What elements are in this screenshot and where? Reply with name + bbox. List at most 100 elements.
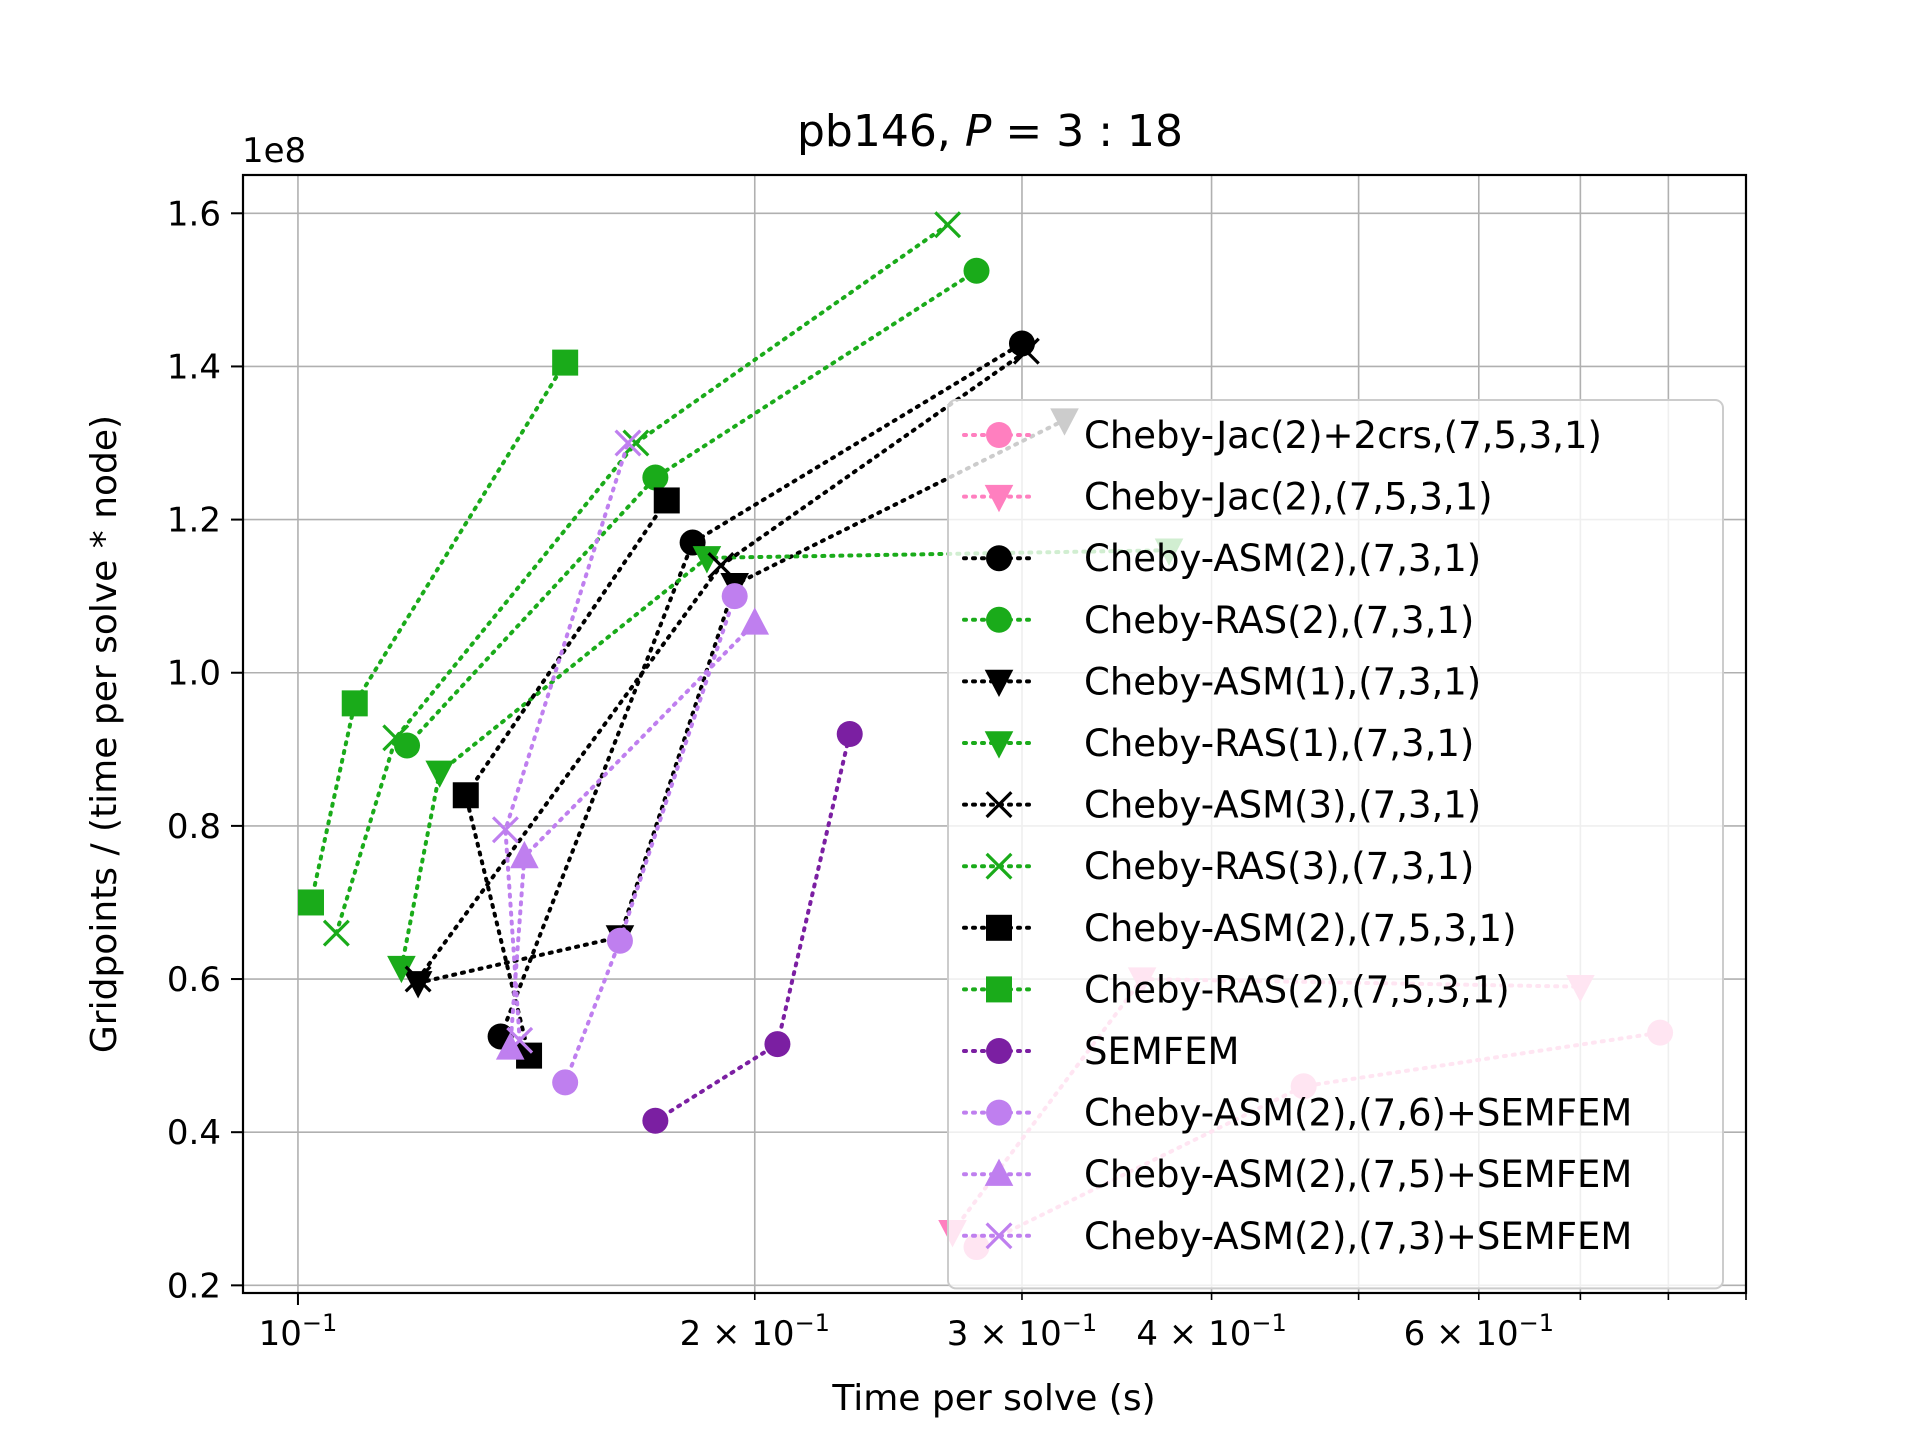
legend-marker (985, 1222, 1013, 1250)
legend-entry: Cheby-RAS(1),(7,3,1) (962, 722, 1474, 765)
data-point (614, 429, 642, 457)
y-tick-label: 0.6 (167, 960, 221, 1000)
series-line (334, 222, 950, 936)
series-line (653, 732, 852, 1123)
legend-label: Cheby-ASM(2),(7,5,3,1) (1084, 907, 1517, 950)
x-tick-label: 6 × 10−1 (1404, 1309, 1554, 1354)
data-point (934, 211, 962, 239)
legend-label: Cheby-ASM(2),(7,3)+SEMFEM (1084, 1215, 1632, 1258)
y-axis-label: Gridpoints / (time per solve * node) (84, 415, 125, 1053)
y-offset-label: 1e8 (242, 131, 306, 171)
legend-marker (986, 606, 1012, 633)
series-line (399, 548, 1172, 970)
x-tick-label: 2 × 10−1 (680, 1309, 830, 1354)
data-point (491, 816, 519, 844)
series-12 (495, 607, 770, 1060)
data-point (653, 487, 680, 514)
series-8 (452, 487, 680, 1069)
data-point (721, 583, 748, 610)
legend-marker (985, 791, 1013, 819)
series-line (405, 268, 979, 748)
legend-label: Cheby-ASM(2),(7,5)+SEMFEM (1084, 1153, 1632, 1196)
data-point (764, 1031, 791, 1058)
legend-entry: Cheby-ASM(2),(7,3)+SEMFEM (962, 1215, 1632, 1258)
series-line (309, 360, 568, 905)
data-point (495, 1032, 525, 1060)
legend-entry: Cheby-Jac(2),(7,5,3,1) (962, 476, 1493, 519)
y-tick-label: 1.4 (167, 347, 221, 387)
legend-entry: Cheby-ASM(2),(7,5,3,1) (962, 907, 1517, 950)
series-line (503, 441, 630, 1043)
y-axis: 0.2 0.4 0.6 0.8 1.0 1.2 1.4 1.6 (167, 194, 243, 1306)
data-point (836, 721, 863, 747)
x-tick-label: 4 × 10−1 (1136, 1309, 1286, 1354)
y-tick-label: 1.6 (167, 194, 221, 234)
legend-entry: Cheby-RAS(2),(7,5,3,1) (962, 968, 1510, 1011)
legend-label: Cheby-Jac(2),(7,5,3,1) (1084, 476, 1493, 519)
legend-label: Cheby-ASM(2),(7,3,1) (1084, 537, 1481, 580)
series-line (498, 341, 1024, 1039)
data-point (552, 349, 579, 376)
legend-marker (986, 914, 1012, 941)
series-line (563, 594, 737, 1085)
data-point (382, 724, 410, 752)
x-tick-label: 3 × 10−1 (947, 1309, 1097, 1354)
data-point (642, 464, 669, 491)
legend-entry: Cheby-RAS(3),(7,3,1) (962, 845, 1474, 888)
data-point (341, 690, 368, 717)
y-tick-label: 1.2 (167, 501, 221, 541)
axes-frame (241, 173, 1748, 1295)
legend-marker (986, 1038, 1012, 1064)
series-7 (322, 211, 962, 947)
legend-entry: Cheby-ASM(3),(7,3,1) (962, 784, 1481, 827)
series-6 (404, 337, 1040, 993)
chart-title: pb146, P = 3 : 18 (797, 106, 1183, 157)
data-point (403, 971, 433, 999)
series-13 (491, 429, 642, 1054)
data-point (622, 429, 650, 457)
legend-entry: Cheby-RAS(2),(7,3,1) (962, 599, 1474, 642)
x-axis-label: Time per solve (s) (831, 1378, 1155, 1419)
legend-label: Cheby-RAS(3),(7,3,1) (1084, 845, 1474, 888)
legend-marker (984, 1158, 1014, 1186)
legend-label: Cheby-RAS(2),(7,5,3,1) (1084, 968, 1510, 1011)
y-tick-label: 1.0 (167, 654, 221, 694)
legend-marker (986, 1099, 1012, 1126)
series-9 (298, 349, 579, 916)
data-point (394, 732, 421, 759)
legend-label: Cheby-RAS(2),(7,3,1) (1084, 599, 1474, 642)
legend-entry: Cheby-Jac(2)+2crs,(7,5,3,1) (962, 414, 1602, 457)
data-point (298, 889, 325, 916)
legend-label: Cheby-ASM(2),(7,6)+SEMFEM (1084, 1092, 1632, 1135)
y-tick-label: 0.4 (167, 1113, 221, 1153)
y-tick-label: 0.8 (167, 807, 221, 847)
data-point (606, 927, 633, 954)
x-axis: 10−1 2 × 10−1 3 × 10−1 4 × 10−1 6 × 10−1 (259, 1293, 1747, 1354)
legend-entry: Cheby-ASM(2),(7,6)+SEMFEM (962, 1092, 1632, 1135)
data-point (322, 919, 350, 947)
data-point (740, 607, 770, 635)
data-point (963, 257, 990, 284)
legend-marker (984, 669, 1014, 697)
y-tick-label: 0.2 (167, 1266, 221, 1306)
legend-marker (985, 852, 1013, 880)
legend-label: Cheby-Jac(2)+2crs,(7,5,3,1) (1084, 414, 1602, 457)
data-point (552, 1069, 579, 1096)
data-point (510, 840, 539, 869)
legend-marker (984, 484, 1014, 513)
data-point (1012, 337, 1040, 365)
legend-entry: Cheby-ASM(2),(7,3,1) (962, 537, 1481, 580)
x-tick-label: 10−1 (259, 1309, 338, 1354)
series-3 (394, 257, 990, 759)
data-point (642, 1107, 669, 1134)
legend-entry: SEMFEM (962, 1030, 1239, 1073)
legend-marker (984, 731, 1014, 759)
data-point (692, 546, 722, 574)
data-point (387, 955, 416, 984)
legend-box (947, 399, 1724, 1290)
series-11 (552, 583, 748, 1096)
data-point (506, 1026, 534, 1054)
legend-label: Cheby-ASM(1),(7,3,1) (1084, 660, 1481, 703)
legend-label: Cheby-RAS(1),(7,3,1) (1084, 722, 1474, 765)
